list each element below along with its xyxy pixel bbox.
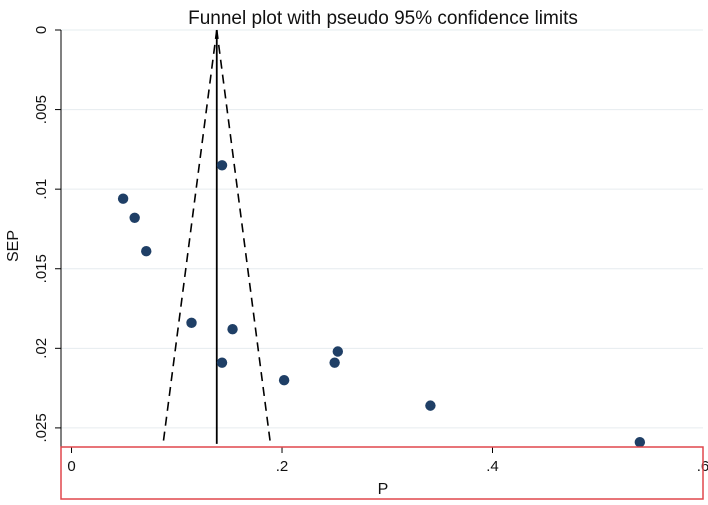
data-point xyxy=(227,324,238,335)
data-points xyxy=(117,160,646,448)
data-point xyxy=(186,317,197,329)
data-point xyxy=(329,357,340,368)
chart-title: Funnel plot with pseudo 95% confidence l… xyxy=(188,8,578,29)
x-axis-label: P xyxy=(378,481,389,498)
data-point xyxy=(216,160,228,171)
x-tick-label: .2 xyxy=(276,458,289,475)
x-tick-label: 0 xyxy=(67,458,75,475)
data-point xyxy=(634,437,646,448)
y-axis-label: SEP xyxy=(5,230,22,262)
data-point xyxy=(129,212,140,224)
data-point xyxy=(141,246,152,257)
x-tick-label: .4 xyxy=(486,458,499,475)
y-tick-label: 0 xyxy=(33,26,50,34)
data-point xyxy=(332,346,343,357)
y-tick-label: .005 xyxy=(33,95,50,124)
y-ticks: 0 .005 .01 .015 .02 .025 xyxy=(33,26,61,443)
grid-lines xyxy=(61,29,703,429)
data-point xyxy=(117,193,129,204)
y-tick-label: .025 xyxy=(33,413,50,442)
data-point xyxy=(216,357,228,368)
y-tick-label: .01 xyxy=(33,179,50,200)
funnel-left-limit xyxy=(162,29,218,444)
x-axis-highlight-box xyxy=(60,446,704,500)
y-tick-label: .02 xyxy=(33,338,50,359)
funnel-right-limit xyxy=(215,29,272,444)
data-point xyxy=(278,374,290,386)
y-tick-label: .015 xyxy=(33,254,50,283)
funnel-lines xyxy=(162,29,272,444)
data-point xyxy=(425,400,436,411)
